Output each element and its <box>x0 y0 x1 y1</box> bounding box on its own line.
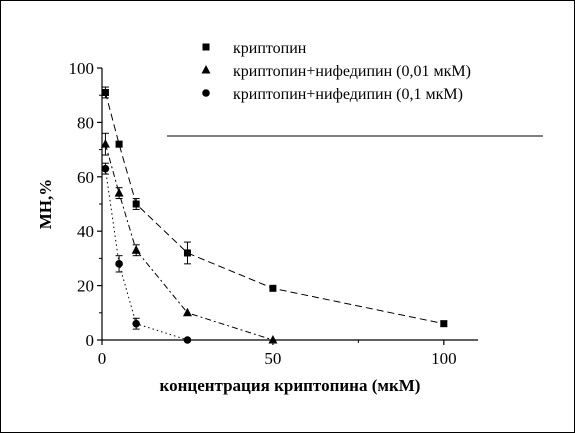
series-square <box>101 86 448 328</box>
data-point <box>183 336 192 344</box>
legend-label: криптопин <box>233 40 307 57</box>
data-point <box>100 139 110 148</box>
y-tick-label: 60 <box>77 168 94 187</box>
legend-marker <box>201 65 211 74</box>
data-point <box>183 249 191 257</box>
y-axis-title: MH,% <box>36 179 55 230</box>
y-tick-label: 80 <box>77 113 94 132</box>
axes: 0 20 40 60 80 100 0 50 100 <box>69 59 478 368</box>
legend: криптопин криптопин+нифедипин (0,01 мкМ) к… <box>201 40 471 103</box>
data-point <box>269 284 277 292</box>
data-point <box>115 140 123 148</box>
data-point <box>440 320 448 328</box>
series-line <box>104 92 444 325</box>
legend-label: криптопин+нифедипин (0,1 мкМ) <box>233 86 463 103</box>
data-point <box>131 245 141 254</box>
legend-marker <box>202 89 210 97</box>
data-point <box>115 260 123 268</box>
x-tick-label: 50 <box>264 349 281 368</box>
series-line <box>104 168 188 341</box>
x-axis-title: концентрация криптопина (мкМ) <box>160 376 421 395</box>
y-tick-label: 40 <box>77 222 94 241</box>
y-tick-label: 100 <box>69 59 95 78</box>
x-tick-label: 100 <box>431 349 457 368</box>
series-triangle <box>100 132 278 344</box>
data-point <box>132 319 140 328</box>
y-tick-label: 0 <box>86 331 95 350</box>
series-line <box>104 144 274 341</box>
x-tick-label: 0 <box>98 349 107 368</box>
data-point <box>114 188 124 197</box>
y-tick-label: 20 <box>77 277 94 296</box>
data-point <box>268 335 278 344</box>
data-point <box>182 307 192 317</box>
series-circle <box>101 162 192 344</box>
data-point <box>101 164 110 173</box>
data-point <box>101 88 109 96</box>
legend-label: криптопин+нифедипин (0,01 мкМ) <box>233 63 471 80</box>
legend-marker <box>202 43 210 51</box>
series-layer <box>100 86 448 344</box>
data-point <box>132 200 140 208</box>
